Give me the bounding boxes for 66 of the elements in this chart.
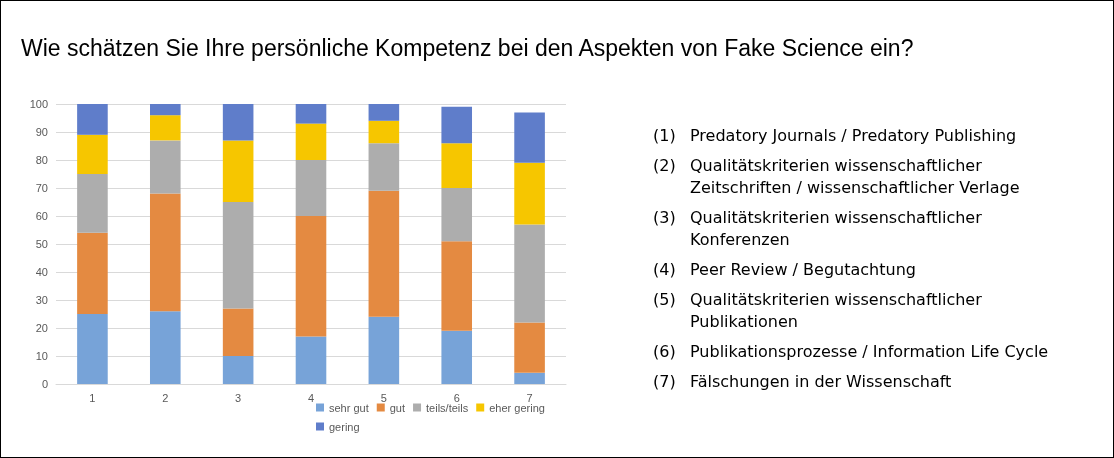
x-tick-label: 6 bbox=[453, 391, 460, 404]
bar bbox=[441, 143, 473, 188]
bar bbox=[441, 241, 473, 331]
y-tick-label: 30 bbox=[35, 294, 48, 306]
bar bbox=[222, 356, 254, 384]
text: (2) Qualitätskriterien wissenschaftlicher Zeitschriften / wissenschaftlicher Verlage bbox=[653, 155, 1021, 199]
bar bbox=[77, 104, 108, 135]
bar bbox=[295, 160, 327, 216]
bar bbox=[441, 330, 473, 384]
bar bbox=[77, 314, 108, 384]
bar bbox=[514, 112, 545, 163]
y-tick-label: 80 bbox=[35, 154, 48, 166]
bar bbox=[149, 140, 181, 194]
bar bbox=[514, 372, 545, 384]
bar bbox=[77, 232, 108, 314]
bar bbox=[149, 115, 181, 141]
legend-label: sehr gut bbox=[329, 401, 369, 414]
bar bbox=[295, 123, 327, 160]
legend-label: gering bbox=[329, 420, 360, 433]
bar bbox=[295, 104, 327, 124]
x-tick-label: 1 bbox=[89, 391, 96, 404]
bar bbox=[368, 143, 400, 191]
text: (7) Fälschungen in der Wissenschaft bbox=[653, 371, 952, 393]
bar bbox=[222, 308, 254, 356]
bar bbox=[368, 190, 400, 317]
y-tick-label: 20 bbox=[35, 322, 48, 334]
text: (3) Qualitätskriterien wissenschaftlicher Konferenzen bbox=[653, 207, 983, 251]
bar bbox=[514, 162, 545, 225]
text: (4) Peer Review / Begutachtung bbox=[653, 259, 916, 281]
bar bbox=[368, 104, 400, 121]
x-tick-label: 7 bbox=[526, 391, 533, 404]
bar bbox=[368, 120, 400, 144]
text: (6) Publikationsprozesse / Information Life Cycle bbox=[653, 341, 1049, 363]
bar bbox=[295, 216, 327, 337]
legend-label: eher gering bbox=[489, 401, 545, 414]
legend-label: teils/teils bbox=[426, 401, 469, 414]
bar bbox=[514, 224, 545, 323]
bar bbox=[149, 104, 181, 116]
y-tick-label: 40 bbox=[35, 266, 48, 278]
y-tick-label: 70 bbox=[35, 182, 48, 194]
y-tick-label: 60 bbox=[35, 210, 48, 222]
chart-title: Wie schätzen Sie Ihre persönliche Kompetenz bei den Aspekten von Fake Science ein? bbox=[21, 35, 914, 62]
y-tick-label: 100 bbox=[29, 98, 48, 110]
bar bbox=[295, 336, 327, 384]
y-tick-label: 0 bbox=[41, 378, 48, 390]
x-tick-label: 4 bbox=[307, 391, 315, 404]
bar bbox=[368, 316, 400, 384]
bar bbox=[222, 202, 254, 309]
x-tick-label: 3 bbox=[235, 391, 242, 404]
bar bbox=[149, 193, 181, 312]
x-tick-label: 2 bbox=[162, 391, 169, 404]
bar bbox=[149, 311, 181, 384]
text: (5) Qualitätskriterien wissenschaftlicher Publikationen bbox=[653, 289, 983, 333]
bar bbox=[77, 134, 108, 174]
bar bbox=[441, 188, 473, 242]
y-tick-label: 10 bbox=[35, 350, 48, 362]
bar bbox=[222, 104, 254, 141]
bar bbox=[514, 322, 545, 373]
legend-label: gut bbox=[389, 401, 406, 414]
bar bbox=[222, 140, 254, 202]
text: (1) Predatory Journals / Predatory Publishing bbox=[653, 125, 1017, 147]
bar bbox=[441, 106, 473, 144]
y-tick-label: 50 bbox=[35, 238, 48, 250]
x-tick-label: 5 bbox=[380, 391, 387, 404]
y-tick-label: 90 bbox=[35, 126, 48, 138]
bar bbox=[77, 174, 108, 233]
